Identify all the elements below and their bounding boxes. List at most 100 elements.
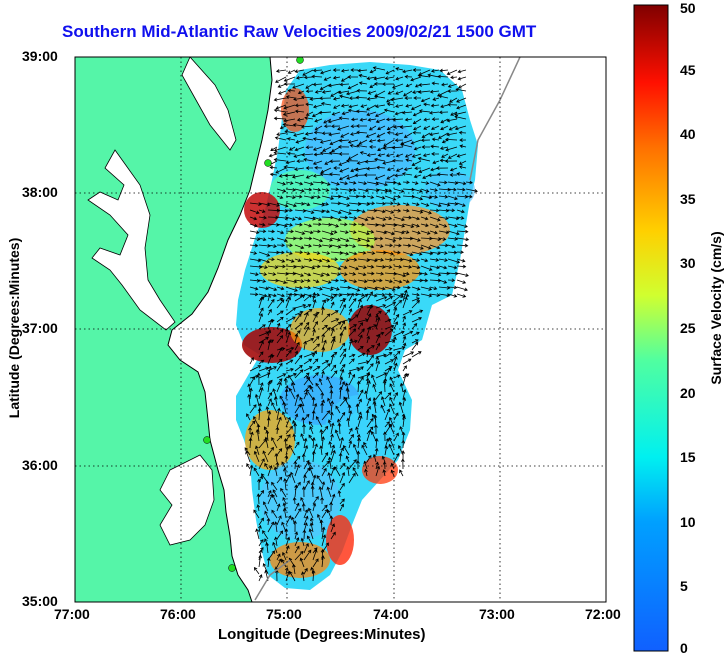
velocity-arrow <box>321 90 332 94</box>
velocity-arrow <box>447 223 458 228</box>
velocity-arrow <box>384 201 394 206</box>
velocity-arrow <box>285 372 297 379</box>
velocity-arrow <box>294 393 300 407</box>
velocity-arrow <box>330 194 342 199</box>
velocity-arrow <box>404 153 413 158</box>
velocity-arrow <box>283 165 296 170</box>
velocity-arrow <box>306 375 314 386</box>
velocity-arrow <box>337 90 350 95</box>
colorbar-tick: 5 <box>680 578 688 595</box>
velocity-arrow <box>346 417 351 428</box>
velocity-arrow <box>355 426 359 435</box>
velocity-arrow <box>348 410 353 421</box>
velocity-arrow <box>311 450 316 463</box>
velocity-arrow <box>338 386 343 400</box>
velocity-arrow <box>320 391 325 400</box>
velocity-arrow <box>315 415 323 428</box>
velocity-arrow <box>267 464 273 477</box>
velocity-arrow <box>432 97 440 101</box>
velocity-arrow <box>321 181 331 186</box>
velocity-arrow <box>340 132 350 138</box>
velocity-arrow <box>303 209 315 214</box>
velocity-arrow <box>366 363 374 372</box>
velocity-arrow <box>247 393 252 407</box>
velocity-arrow <box>258 340 264 351</box>
velocity-arrow <box>305 102 314 107</box>
velocity-arrow <box>420 230 431 235</box>
velocity-arrow <box>375 465 381 477</box>
velocity-arrow <box>357 398 362 407</box>
x-tick-1: 77:00 <box>54 606 90 622</box>
velocity-arrow <box>417 156 431 162</box>
velocity-arrow <box>328 440 332 449</box>
velocity-arrow <box>365 409 370 421</box>
velocity-arrow <box>282 551 287 561</box>
velocity-arrow <box>401 431 406 442</box>
velocity-arrow <box>348 265 360 271</box>
velocity-arrow <box>413 96 421 100</box>
velocity-arrow <box>289 571 296 582</box>
velocity-arrow <box>249 209 260 215</box>
velocity-arrow <box>265 406 270 414</box>
velocity-arrow <box>327 456 332 470</box>
velocity-arrow <box>411 216 421 221</box>
velocity-arrow <box>366 208 378 213</box>
velocity-arrow <box>254 393 260 407</box>
velocity-arrow <box>321 264 332 269</box>
velocity-arrow <box>319 172 332 177</box>
velocity-arrow <box>267 490 272 498</box>
velocity-arrow <box>447 250 458 255</box>
velocity-arrow <box>258 382 264 393</box>
velocity-arrow <box>363 173 376 177</box>
velocity-arrow <box>266 557 271 568</box>
velocity-arrow <box>309 517 314 526</box>
velocity-arrow <box>363 460 368 470</box>
velocity-arrow <box>320 69 332 75</box>
velocity-arrow <box>276 188 287 193</box>
velocity-arrow <box>303 285 312 290</box>
velocity-arrow <box>294 413 299 421</box>
velocity-arrow <box>355 95 368 100</box>
velocity-arrow <box>411 251 423 256</box>
velocity-arrow <box>312 350 317 358</box>
map-title: Southern Mid-Atlantic Raw Velocities 200… <box>62 22 537 41</box>
velocity-arrow <box>329 139 341 146</box>
velocity-arrow <box>330 237 341 242</box>
velocity-arrow <box>264 436 269 449</box>
velocity-arrow <box>318 486 323 498</box>
velocity-arrow <box>300 403 305 414</box>
velocity-arrow <box>357 346 364 351</box>
velocity-arrow <box>361 444 368 456</box>
velocity-arrow <box>330 310 339 316</box>
velocity-arrow <box>339 317 352 323</box>
velocity-arrow <box>375 316 381 330</box>
velocity-arrow <box>377 146 386 152</box>
velocity-arrow <box>382 469 387 477</box>
velocity-arrow <box>258 331 270 337</box>
velocity-arrow <box>372 383 377 393</box>
velocity-arrow <box>366 216 375 221</box>
velocity-arrow <box>438 194 449 199</box>
velocity-arrow <box>350 68 358 72</box>
velocity-arrow <box>418 83 431 87</box>
velocity-arrow <box>369 69 377 74</box>
velocity-arrow <box>402 223 415 229</box>
velocity-arrow <box>293 422 298 435</box>
velocity-arrow <box>366 201 376 206</box>
velocity-arrow <box>368 125 377 131</box>
velocity-arrow <box>393 223 406 228</box>
velocity-arrow <box>312 558 319 568</box>
velocity-arrow <box>395 167 404 172</box>
velocity-arrow <box>356 109 368 114</box>
velocity-arrow <box>283 377 288 386</box>
velocity-arrow <box>330 278 339 283</box>
velocity-arrow <box>312 160 323 165</box>
velocity-arrow <box>393 181 402 186</box>
colorbar <box>633 4 669 652</box>
velocity-arrow <box>330 209 342 215</box>
velocity-arrow <box>319 96 332 101</box>
velocity-arrow <box>330 223 340 228</box>
velocity-arrow <box>319 83 332 90</box>
velocity-arrow <box>357 216 369 222</box>
velocity-arrow <box>303 187 313 192</box>
